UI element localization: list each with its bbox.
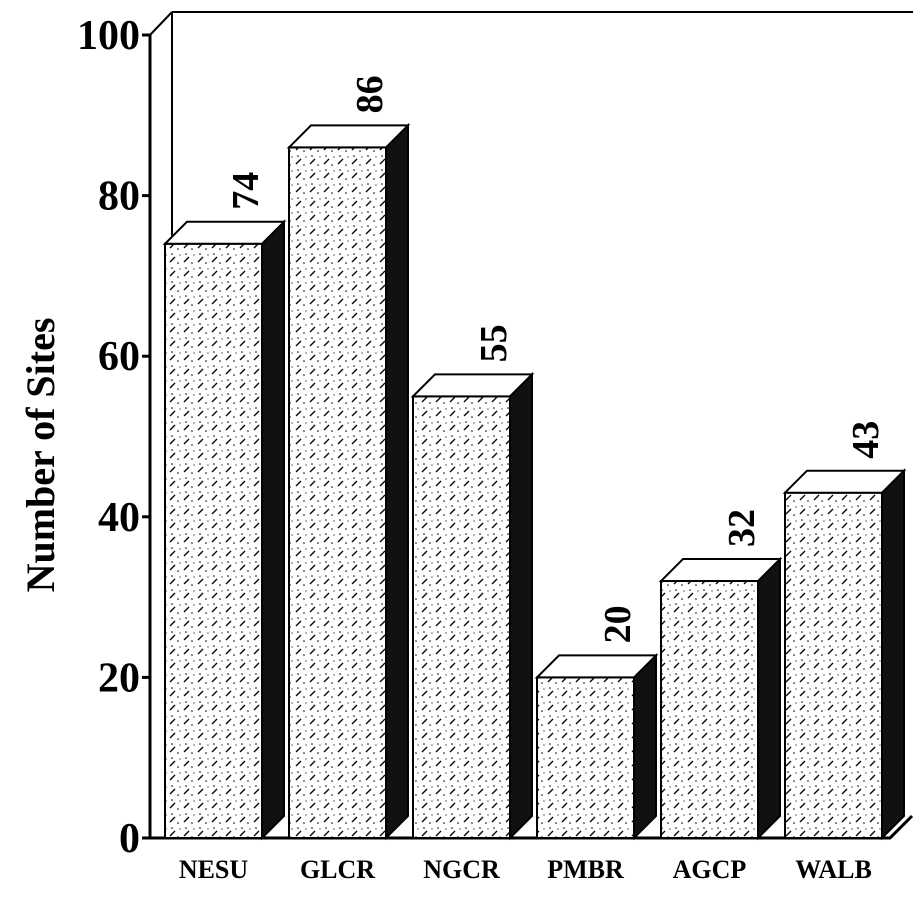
bar-front <box>288 146 387 840</box>
y-axis-top <box>149 11 173 36</box>
floor <box>150 814 913 840</box>
value-label: 20 <box>597 605 639 643</box>
bar: 43 <box>782 421 907 841</box>
bar-front <box>164 242 263 839</box>
x-tick-label: WALB <box>795 855 872 884</box>
bar: 74 <box>162 172 287 841</box>
bar-top <box>534 654 659 679</box>
bar-front <box>412 395 511 839</box>
bar-top <box>782 469 907 494</box>
y-tick-label: 60 <box>98 334 140 380</box>
x-tick-label: NGCR <box>423 855 500 884</box>
bar-side <box>385 123 409 841</box>
y-tick-label: 20 <box>98 655 140 701</box>
bar-side <box>757 556 781 841</box>
y-tick-label: 80 <box>98 174 140 220</box>
bar: 86 <box>286 75 411 841</box>
bar-side <box>261 219 285 841</box>
bar-top <box>658 558 783 583</box>
bar-side <box>509 371 533 841</box>
bar: 32 <box>658 509 783 841</box>
bar-front <box>660 580 759 839</box>
bar-top <box>162 220 287 245</box>
value-label: 86 <box>349 75 391 113</box>
bar: 20 <box>534 605 659 841</box>
bar-side <box>633 652 657 841</box>
x-tick-label: PMBR <box>547 855 624 884</box>
bar: 55 <box>410 324 535 841</box>
bar-front <box>536 676 635 840</box>
value-label: 32 <box>721 509 763 547</box>
x-tick-label: GLCR <box>300 855 375 884</box>
value-label: 74 <box>225 172 267 210</box>
bar-side <box>881 468 905 841</box>
x-tick-label: NESU <box>179 855 249 884</box>
value-label: 43 <box>845 421 887 459</box>
y-tick-label: 40 <box>98 495 140 541</box>
x-tick-label: AGCP <box>673 855 747 884</box>
y-tick-label: 100 <box>77 13 140 59</box>
bar-top <box>410 373 535 398</box>
y-axis-label: Number of Sites <box>18 318 63 593</box>
bar-front <box>784 491 883 839</box>
bar-top <box>286 124 411 149</box>
y-tick-label: 0 <box>119 816 140 862</box>
value-label: 55 <box>473 324 515 362</box>
